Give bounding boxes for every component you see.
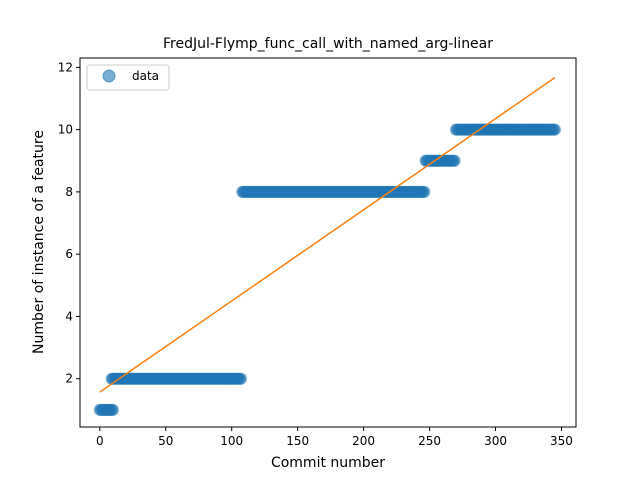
data-point [418, 185, 431, 198]
x-tick-label: 350 [550, 434, 573, 448]
y-axis: 2 4 6 8 10 12 [58, 60, 80, 386]
legend: data [86, 64, 170, 91]
fit-line [99, 77, 556, 393]
x-tick-label: 50 [158, 434, 173, 448]
data-point [234, 372, 247, 385]
data-point [548, 123, 561, 136]
x-tick-label: 300 [484, 434, 507, 448]
plot-area [93, 77, 561, 416]
y-tick-label: 2 [65, 372, 73, 386]
x-tick-label: 100 [220, 434, 243, 448]
x-tick-label: 200 [352, 434, 375, 448]
y-axis-label: Number of instance of a feature [31, 130, 47, 354]
legend-marker-data [102, 69, 116, 83]
y-tick-label: 4 [65, 309, 73, 323]
x-tick-label: 150 [286, 434, 309, 448]
plot-frame [79, 57, 577, 428]
y-tick-label: 10 [58, 123, 73, 137]
legend-label-data: data [132, 69, 159, 83]
x-tick-label: 250 [418, 434, 441, 448]
x-tick-label: 0 [96, 434, 104, 448]
chart-title: FredJul-Flymp_func_call_with_named_arg-l… [163, 36, 493, 52]
data-point [106, 403, 119, 416]
x-axis-label: Commit number [271, 455, 385, 471]
y-tick-label: 12 [58, 60, 73, 74]
data-point [448, 154, 461, 167]
x-axis: 0 50 100 150 200 250 300 350 [96, 427, 573, 448]
y-tick-label: 8 [65, 185, 73, 199]
y-tick-label: 6 [65, 247, 73, 261]
